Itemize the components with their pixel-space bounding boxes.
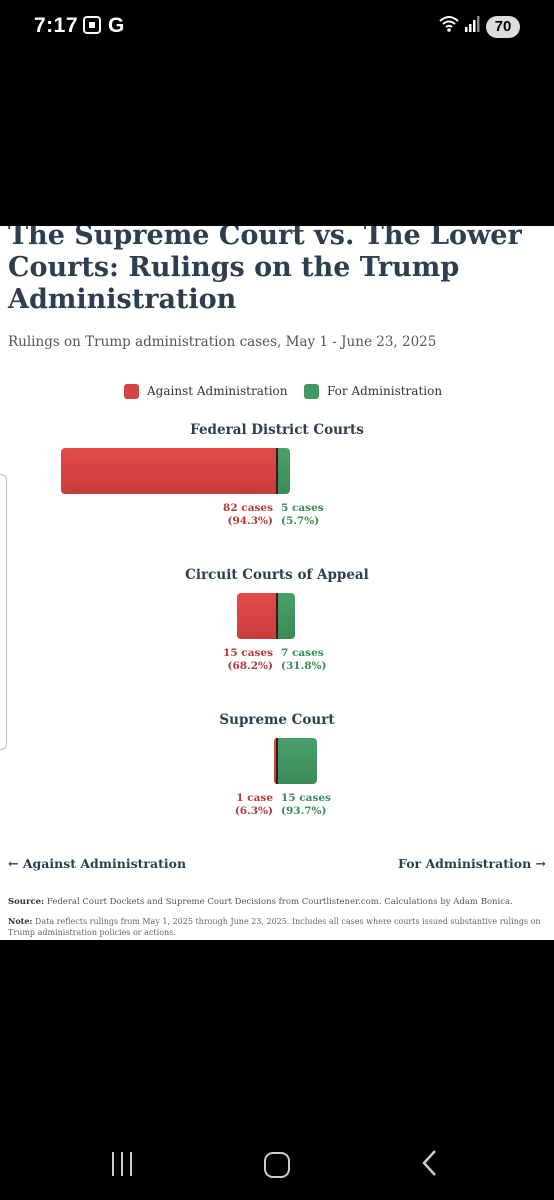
source-note: Source: Federal Court Dockets and Suprem… [8,896,546,908]
axis-label-for: For Administration → [398,856,546,871]
status-bar: 7:17 G 70 [0,0,554,56]
google-icon: G [108,14,125,37]
home-button[interactable] [264,1152,290,1178]
panel-title-circuit-courts-of-appeal: Circuit Courts of Appeal [185,567,369,583]
screenshot-icon [83,16,101,34]
panel-title-federal-district-courts: Federal District Courts [190,422,364,438]
bar-for-federal-district-courts [277,448,291,494]
panel-title-supreme-court: Supreme Court [219,712,335,728]
note-text: Data reflects rulings from May 1, 2025 t… [8,917,541,937]
data-note: Note: Data reflects rulings from May 1, … [8,916,546,938]
legend-label-for: For Administration [327,384,443,398]
signal-icon [465,16,480,32]
data-label-against-federal-district-courts: 82 cases (94.3%) [223,502,273,527]
chart-card: The Supreme Court vs. The Lower Courts: … [0,226,554,940]
data-label-for-federal-district-courts: 5 cases (5.7%) [281,502,324,527]
bar-divider-circuit-courts-of-appeal [276,593,278,639]
note-label: Note: [8,916,33,926]
legend-swatch-for [304,383,319,399]
legend-item-against: Against Administration [124,382,287,400]
back-button[interactable] [420,1148,440,1178]
bar-for-supreme-court [277,738,317,784]
legend-item-for: For Administration [304,382,442,400]
axis-label-against: ← Against Administration [8,856,187,871]
wifi-icon [439,16,459,32]
data-label-against-circuit-courts-of-appeal: 15 cases (68.2%) [223,647,273,672]
navigation-bar [0,1130,554,1200]
data-label-for-circuit-courts-of-appeal: 7 cases (31.8%) [281,647,327,672]
data-label-for-supreme-court: 15 cases (93.7%) [281,792,331,817]
bar-for-circuit-courts-of-appeal [277,593,296,639]
source-label: Source: [8,897,45,907]
chart-title: The Supreme Court vs. The Lower Courts: … [8,226,522,315]
bar-against-federal-district-courts [60,448,277,494]
bar-divider-federal-district-courts [276,448,278,494]
chart-subtitle: Rulings on Trump administration cases, M… [8,334,437,350]
bar-against-circuit-courts-of-appeal [237,593,277,639]
battery-indicator: 70 [486,16,520,38]
bar-against-supreme-court [274,738,277,784]
legend: Against Administration For Administratio… [0,382,554,402]
clock: 7:17 [34,14,79,37]
recent-apps-button[interactable] [110,1152,134,1176]
legend-swatch-against [124,383,139,399]
source-text: Federal Court Dockets and Supreme Court … [44,897,513,907]
side-panel-handle[interactable] [0,474,7,750]
data-label-against-supreme-court: 1 case (6.3%) [234,792,273,817]
bar-divider-supreme-court [276,738,278,784]
legend-label-against: Against Administration [147,384,288,398]
